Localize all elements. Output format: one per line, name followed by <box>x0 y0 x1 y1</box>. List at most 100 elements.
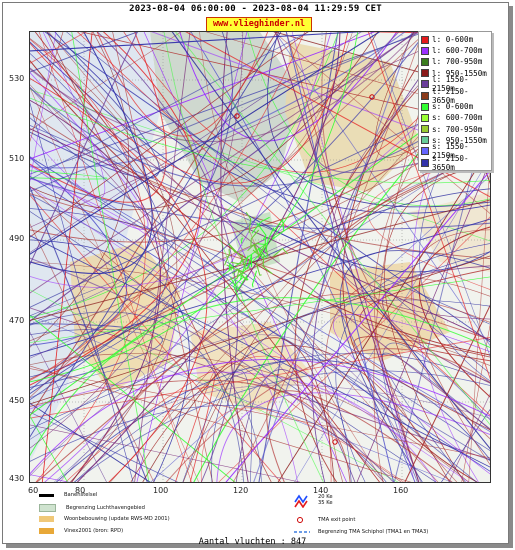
flight-track <box>171 32 490 450</box>
flight-track <box>277 146 490 482</box>
flight-track <box>30 315 452 482</box>
airport-boundary-swatch <box>39 504 56 512</box>
flight-track <box>183 163 490 482</box>
flight-track <box>258 32 339 482</box>
flight-track <box>30 32 427 401</box>
flight-track <box>30 365 412 482</box>
page-title: 2023-08-04 06:00:00 - 2023-08-04 11:29:5… <box>129 4 382 14</box>
flight-track <box>30 32 359 383</box>
x-tick-label: 100 <box>153 486 169 495</box>
y-tick-label: 430 <box>9 474 25 483</box>
flight-track <box>74 370 490 482</box>
flight-track <box>30 32 160 179</box>
legend-swatch <box>421 125 429 134</box>
flight-track <box>150 175 490 482</box>
y-tick-label: 450 <box>9 396 25 405</box>
flight-track <box>274 32 490 347</box>
legend-runway: Banenstelsel <box>39 492 97 498</box>
flight-track <box>30 194 282 482</box>
flight-track <box>30 211 437 482</box>
legend-swatch <box>421 102 429 111</box>
flight-track <box>179 32 398 142</box>
flight-track <box>238 274 249 281</box>
flight-track <box>30 32 153 275</box>
flight-track <box>30 32 139 73</box>
legend-item: s: 700-950m <box>421 124 491 135</box>
flight-track <box>356 160 490 482</box>
flight-track <box>311 32 456 482</box>
legend-label: l: 950-1550m <box>432 68 487 78</box>
flight-track <box>468 157 490 482</box>
flight-track <box>30 177 490 230</box>
flight-track <box>30 32 379 211</box>
legend-housing-label: Woonbebouwing (update RWS-MD 2001) <box>64 516 170 522</box>
flight-track <box>252 249 263 257</box>
flight-track <box>30 142 490 440</box>
flight-track <box>30 32 138 266</box>
legend-swatch <box>421 80 429 89</box>
legend-airport-boundary: Begrenzing Luchthavengebied <box>39 504 145 512</box>
flight-track <box>30 53 169 378</box>
flight-track <box>230 274 248 291</box>
flight-track <box>30 32 365 52</box>
y-tick-label: 490 <box>9 234 25 243</box>
chart-frame: 2023-08-04 06:00:00 - 2023-08-04 11:29:5… <box>2 2 509 544</box>
legend-label: l: 600-700m <box>432 46 483 56</box>
flight-track <box>30 32 427 398</box>
flight-track <box>250 229 260 247</box>
flight-count: Aantal vluchten : 847 <box>198 537 307 547</box>
legend-tma-exit: TMA exit point <box>294 516 355 524</box>
legend-vinex: Vinex2001 (bron: RPD) <box>39 528 123 534</box>
flight-track <box>30 156 128 346</box>
legend-housing: Woonbebouwing (update RWS-MD 2001) <box>39 516 170 522</box>
flight-track <box>251 270 258 288</box>
flight-track <box>225 170 490 482</box>
grid <box>30 32 490 482</box>
tma-exit-point <box>332 439 338 445</box>
flight-track <box>30 329 262 482</box>
flight-track <box>30 276 490 343</box>
legend-label: l: 2150-3650m <box>432 86 469 105</box>
x-tick-label: 140 <box>313 486 329 495</box>
flight-track <box>30 358 490 475</box>
flight-track <box>410 229 490 466</box>
flight-track <box>38 32 192 482</box>
flight-track <box>266 390 453 482</box>
tma-exit-point <box>234 113 240 119</box>
flight-track <box>30 415 68 482</box>
flight-track <box>30 39 146 482</box>
flight-track <box>30 311 245 482</box>
flight-track <box>30 178 298 482</box>
flight-track <box>30 199 490 321</box>
y-tick-label: 530 <box>9 74 25 83</box>
legend-item: s: 1550-2150m <box>421 142 491 160</box>
legend-label: s: 950-1550m <box>432 135 487 145</box>
flight-track <box>30 86 199 482</box>
legend-item: l: 1550-2150m <box>421 75 491 93</box>
flight-track <box>30 186 469 482</box>
flight-track <box>30 255 490 405</box>
lake-area <box>150 32 300 202</box>
legend-label: l: 0-600m <box>432 35 474 45</box>
x-tick-label: 120 <box>233 486 249 495</box>
flight-track <box>273 32 490 214</box>
legend-swatch <box>421 158 429 167</box>
flight-track <box>30 368 490 459</box>
flight-track <box>30 257 395 482</box>
flight-track <box>30 185 148 482</box>
legend-item: l: 600-700m <box>421 45 491 56</box>
site-badge[interactable]: www.vlieghinder.nl <box>206 17 312 32</box>
legend-item: l: 950-1550m <box>421 68 491 79</box>
flight-track <box>367 32 490 380</box>
flight-track <box>335 243 490 482</box>
legend-swatch <box>421 69 429 78</box>
flight-track <box>367 160 490 290</box>
map-legend: Banenstelsel Begrenzing Luchthavengebied… <box>29 483 489 539</box>
flight-track <box>30 32 418 294</box>
flight-track <box>262 255 273 275</box>
flight-track <box>30 32 462 228</box>
flight-track <box>267 32 490 208</box>
legend-label: s: 600-700m <box>432 113 483 123</box>
flight-track <box>54 32 490 214</box>
legend-label: s: 0-600m <box>432 102 474 112</box>
